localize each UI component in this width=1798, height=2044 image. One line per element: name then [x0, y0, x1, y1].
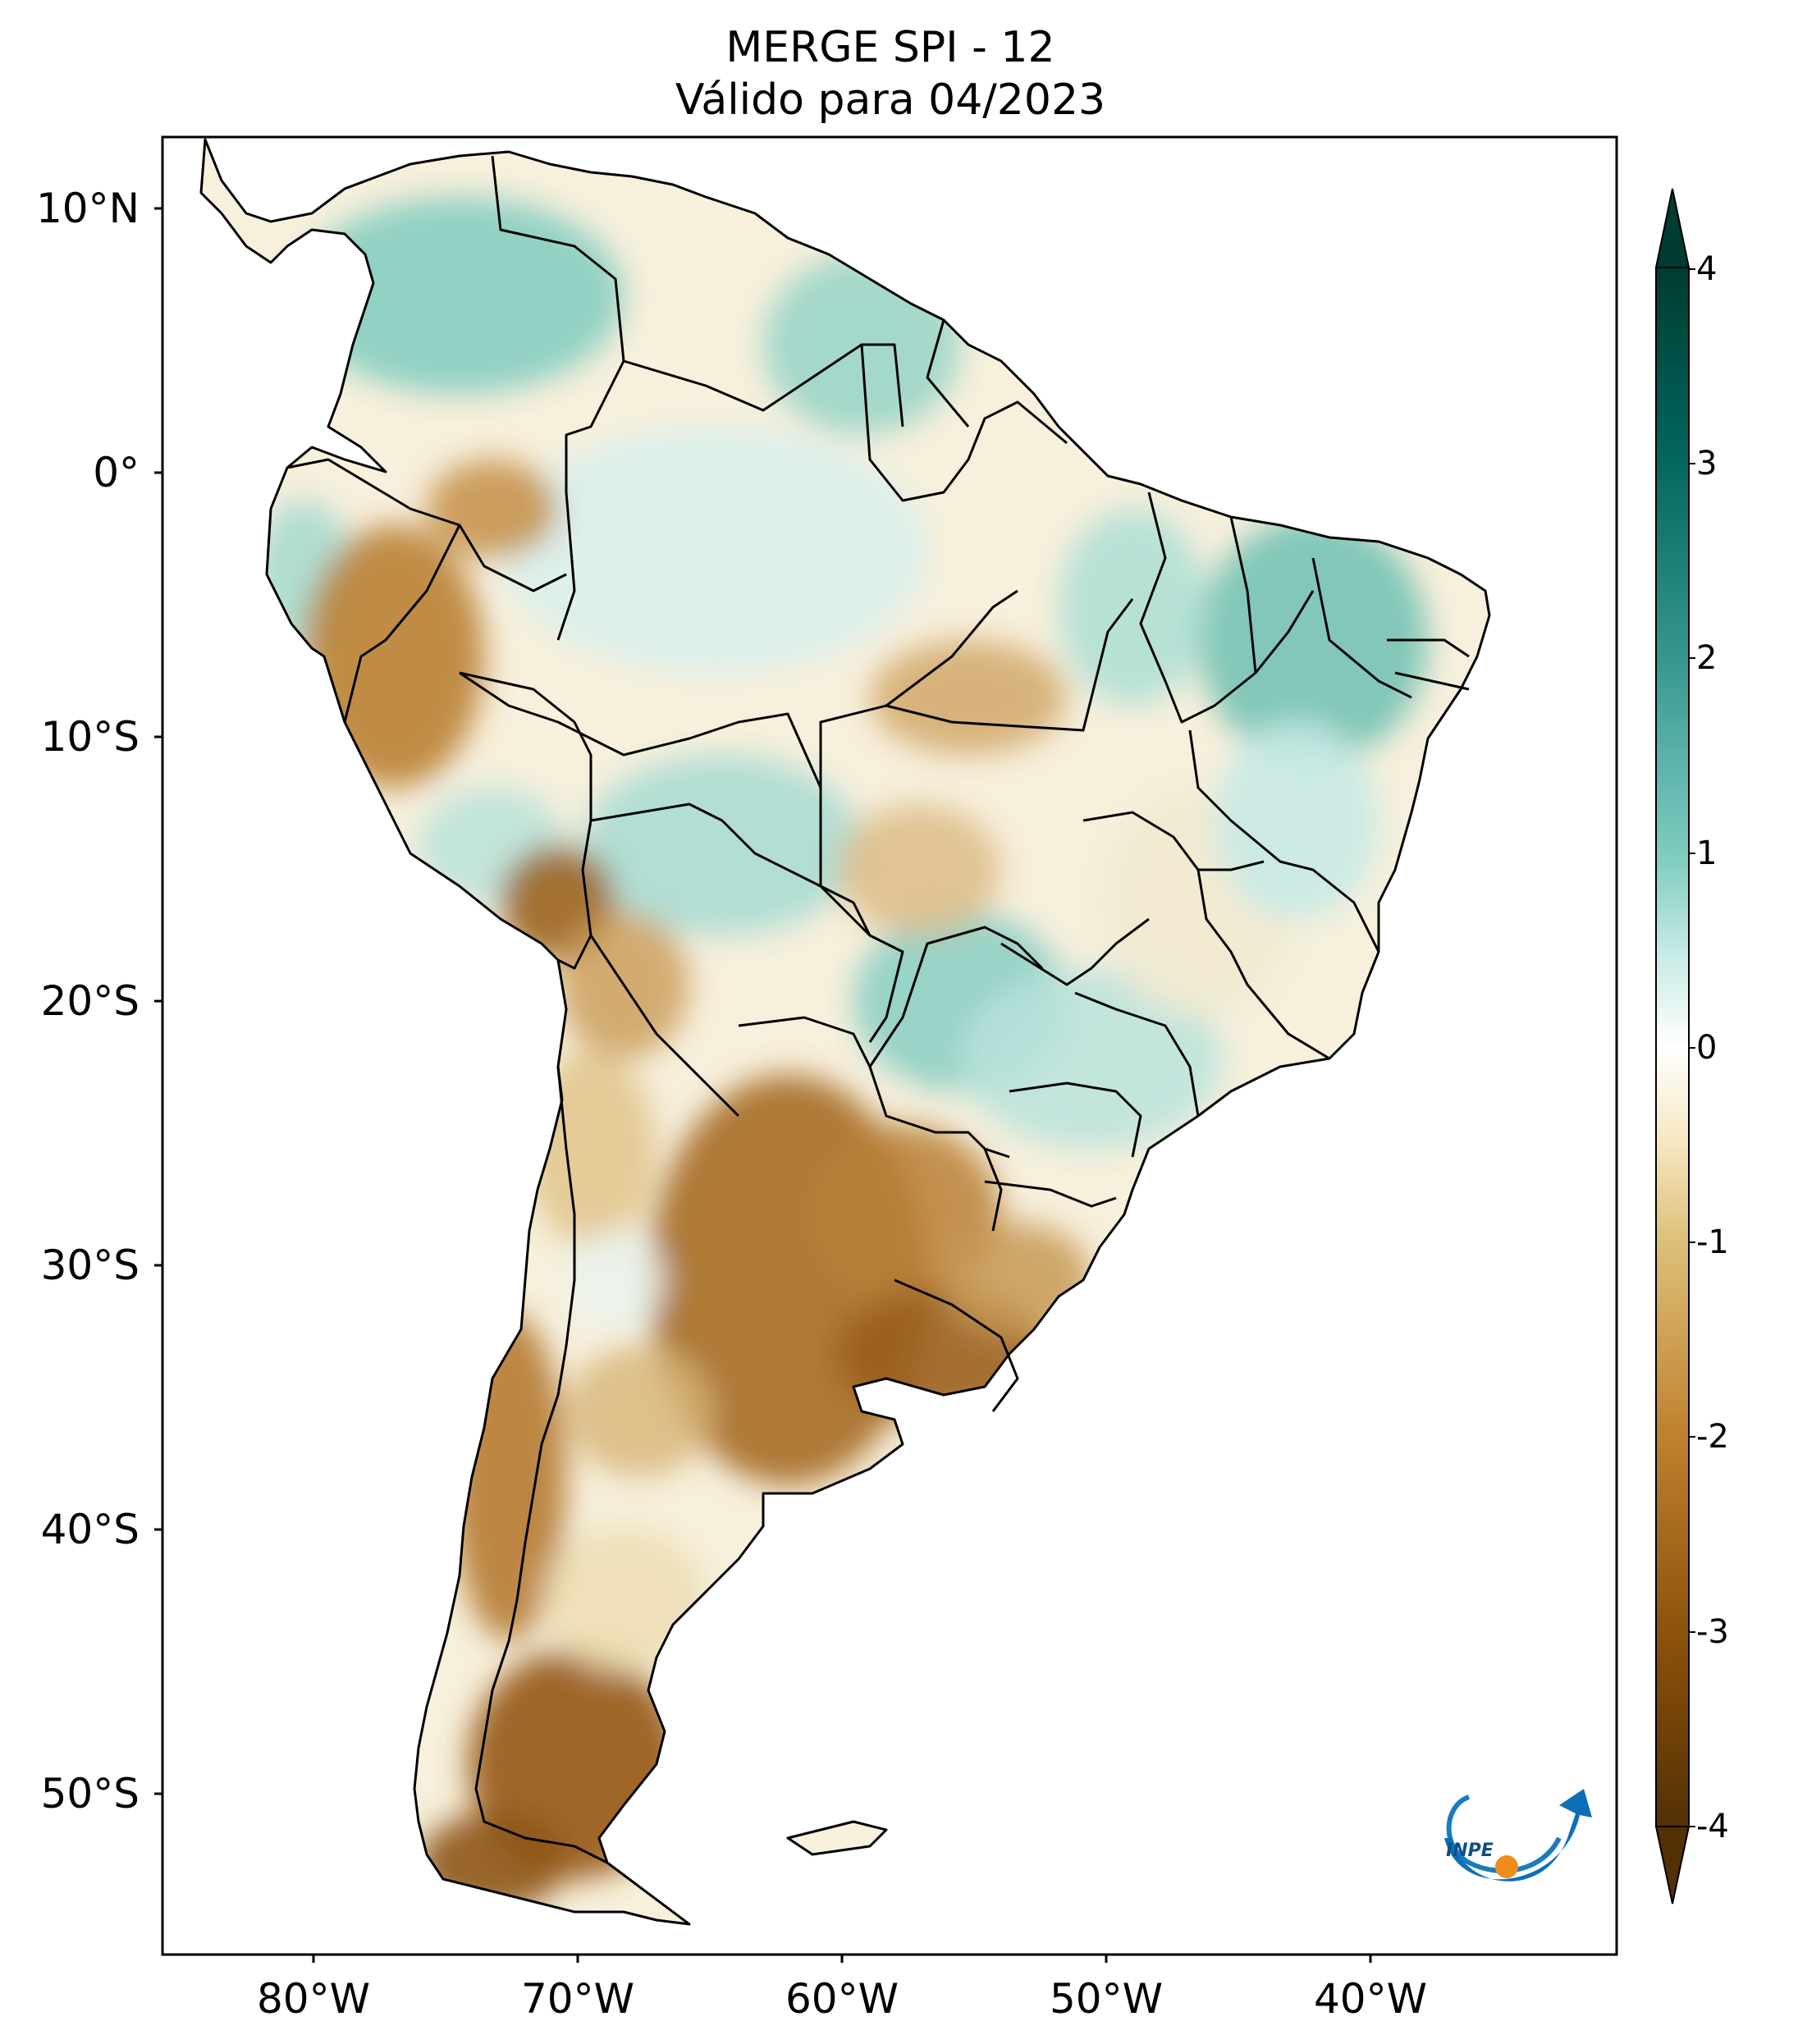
- colorbar-label: -3: [1696, 1613, 1729, 1651]
- lon-tick-label: 50°W: [1049, 1975, 1164, 2023]
- lon-tick-label: 60°W: [785, 1975, 899, 2023]
- map-subtitle: Válido para 04/2023: [675, 75, 1106, 125]
- country-borders: [199, 138, 1491, 1926]
- axis-ticks: [154, 207, 1372, 1963]
- inpe-logo-text: INPE: [1446, 1841, 1494, 1861]
- lat-tick-label: 50°S: [40, 1770, 140, 1818]
- lat-tick-label: 10°S: [40, 713, 140, 761]
- colorbar-label: -2: [1696, 1418, 1729, 1456]
- inpe-logo-icon: INPE: [1444, 1789, 1592, 1882]
- lat-tick-label: 30°S: [40, 1241, 140, 1289]
- lon-tick-label: 70°W: [520, 1975, 635, 2023]
- colorbar-scale: [1655, 267, 1690, 1827]
- colorbar-label: 1: [1696, 835, 1718, 872]
- lon-tick-label: 40°W: [1313, 1975, 1428, 2023]
- colorbar-label: 3: [1696, 445, 1718, 482]
- lat-tick-label: 0°: [93, 449, 140, 496]
- colorbar-label: 0: [1696, 1029, 1718, 1067]
- colorbar-max-arrow: [1654, 188, 1690, 268]
- colorbar-label: 4: [1696, 250, 1718, 288]
- colorbar-min-arrow: [1654, 1826, 1690, 1905]
- lat-tick-label: 10°N: [35, 185, 140, 232]
- colorbar: [1654, 188, 1695, 1905]
- map-title: MERGE SPI - 12: [725, 23, 1055, 72]
- lat-tick-label: 20°S: [40, 977, 140, 1025]
- lon-tick-label: 80°W: [256, 1975, 371, 2023]
- map-frame: [161, 135, 1618, 1956]
- colorbar-label: -4: [1696, 1808, 1729, 1845]
- colorbar-label: -1: [1696, 1223, 1729, 1261]
- colorbar-label: 2: [1696, 639, 1718, 677]
- lat-tick-label: 40°S: [40, 1506, 140, 1553]
